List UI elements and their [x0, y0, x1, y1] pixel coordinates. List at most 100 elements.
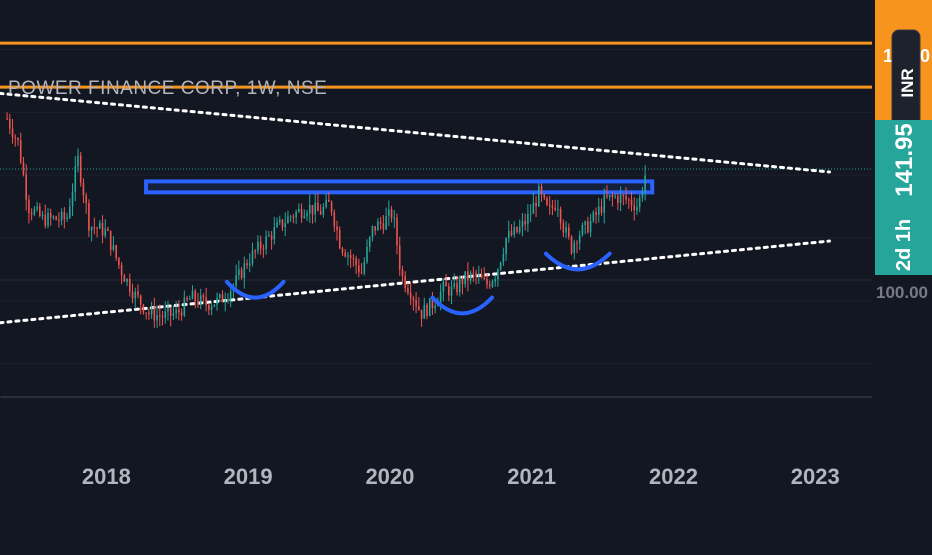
candle-body — [284, 223, 287, 228]
candle-body — [458, 279, 461, 293]
candle-body — [235, 275, 237, 286]
candle-body — [298, 208, 300, 212]
candle-body — [445, 281, 447, 287]
candle-body — [150, 307, 153, 315]
chart-title: POWER FINANCE CORP, 1W, NSE — [8, 78, 327, 99]
candle-body — [559, 208, 562, 224]
candle-body — [25, 174, 27, 200]
candle-body — [627, 199, 630, 201]
candle-body — [328, 199, 330, 202]
candle-body — [115, 245, 117, 258]
candle-body — [243, 263, 246, 279]
candle-body — [633, 205, 636, 211]
candle-body — [341, 248, 344, 253]
candle-body — [79, 155, 82, 183]
candle-body — [289, 216, 292, 218]
candle-body — [123, 275, 126, 282]
candle-body — [278, 219, 281, 223]
candle-body — [322, 207, 325, 215]
horizontal-levels[interactable] — [0, 41, 932, 89]
candle-body — [644, 175, 646, 193]
candle-body — [595, 212, 597, 215]
candle-body — [524, 220, 526, 225]
candle-body — [180, 312, 183, 316]
candle-body — [74, 166, 77, 192]
candle-body — [164, 311, 167, 318]
candle-body — [139, 295, 142, 305]
candle-body — [428, 298, 431, 316]
level-label-right: 0 — [920, 46, 930, 66]
candle-body — [382, 223, 385, 230]
candles — [6, 112, 646, 328]
candle-body — [420, 309, 423, 319]
last-price-value: 141.95 — [891, 123, 918, 196]
candle-body — [562, 223, 565, 233]
candle-body — [36, 206, 38, 210]
candle-body — [167, 307, 169, 312]
candle-body — [248, 263, 251, 266]
bar-countdown: 2d 1h — [893, 219, 915, 271]
candle-body — [527, 214, 529, 225]
candle-body — [497, 269, 499, 280]
candle-body — [360, 272, 363, 274]
candle-body — [636, 207, 638, 211]
candle-body — [287, 216, 289, 224]
candle-body — [52, 216, 55, 218]
candle-body — [600, 206, 603, 213]
candle-body — [374, 226, 376, 231]
candle-body — [390, 209, 393, 219]
candle-body — [510, 231, 513, 235]
resistance-zone[interactable] — [144, 179, 655, 195]
candle-body — [41, 214, 44, 216]
candle-body — [276, 222, 278, 227]
candle-body — [6, 118, 8, 120]
candle-body — [308, 204, 311, 214]
upper-trendline[interactable] — [0, 91, 831, 174]
lower-trendline[interactable] — [0, 239, 831, 325]
candle-body — [388, 209, 390, 216]
candle-body — [188, 298, 191, 300]
candle-body — [505, 238, 507, 255]
candle-body — [483, 278, 486, 280]
candle-body — [107, 228, 109, 231]
candle-body — [418, 306, 420, 310]
candle-body — [592, 212, 595, 221]
candle-body — [597, 206, 600, 215]
candle-body — [617, 196, 619, 204]
candle-body — [491, 281, 494, 287]
candle-body — [325, 199, 327, 208]
candle-body — [371, 226, 374, 238]
candle-body — [273, 226, 276, 240]
candle-body — [22, 162, 25, 175]
candle-body — [311, 204, 314, 215]
candle-body — [101, 222, 104, 236]
pattern-arcs[interactable] — [224, 251, 612, 316]
candle-body — [30, 212, 33, 215]
candle-body — [77, 155, 79, 167]
pattern-arc — [543, 251, 612, 272]
candle-body — [142, 304, 145, 313]
time-axis[interactable]: 2018 2019 2020 2021 2022 2023 — [82, 464, 840, 489]
candle-body — [589, 220, 592, 233]
candle-body — [85, 195, 87, 204]
candle-body — [208, 305, 210, 310]
candle-body — [49, 213, 52, 218]
candle-body — [363, 261, 366, 274]
candle-body — [178, 309, 180, 313]
candle-body — [69, 206, 71, 218]
candle-body — [227, 299, 229, 301]
candle-body — [19, 140, 22, 163]
candle-body — [39, 206, 41, 216]
candle-body — [606, 195, 608, 198]
candle-body — [137, 291, 139, 296]
candle-body — [543, 194, 546, 198]
candle-body — [265, 236, 267, 249]
candle-body — [216, 297, 218, 305]
level-label-left: 1 — [883, 46, 893, 66]
candle-body — [529, 213, 532, 215]
candle-body — [368, 237, 371, 247]
candle-body — [412, 298, 415, 301]
candle-body — [268, 235, 270, 237]
